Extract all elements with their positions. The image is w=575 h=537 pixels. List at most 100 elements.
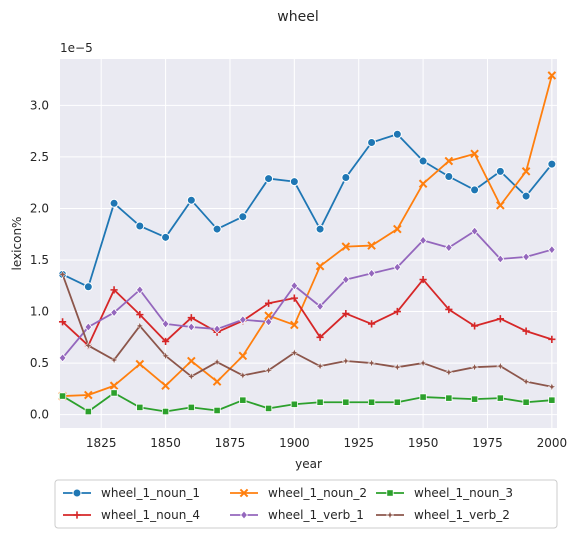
data-point	[496, 315, 504, 323]
legend-marker	[386, 489, 394, 497]
y-tick-label: 0.0	[30, 408, 49, 422]
data-point	[548, 396, 556, 404]
data-point	[496, 201, 505, 210]
data-point	[393, 307, 401, 316]
data-point	[418, 358, 428, 368]
legend-item: wheel_1_noun_1	[63, 486, 200, 500]
data-point	[547, 159, 557, 169]
series-line	[61, 278, 553, 347]
data-point	[315, 261, 325, 271]
data-point	[187, 314, 195, 322]
data-point	[522, 252, 531, 262]
series-line	[62, 392, 552, 413]
data-point	[109, 198, 119, 208]
x-tick-label: 1850	[150, 436, 181, 450]
series-wheel_1_verb_2	[58, 269, 557, 392]
data-point	[445, 394, 453, 402]
data-point	[419, 275, 427, 284]
y-axis-label: lexicon%	[10, 217, 24, 271]
data-point	[316, 301, 325, 311]
data-point	[341, 242, 351, 251]
data-point	[444, 243, 453, 253]
plot-area	[60, 59, 557, 428]
data-point	[444, 172, 454, 182]
data-point	[109, 355, 119, 365]
data-point	[341, 274, 350, 285]
legend-label: wheel_1_verb_2	[414, 508, 510, 522]
data-point	[110, 286, 118, 294]
data-point	[58, 269, 68, 279]
data-point	[342, 309, 350, 318]
series-line	[62, 133, 553, 288]
legend-item: wheel_1_verb_2	[376, 508, 510, 522]
x-tick-label: 1825	[86, 436, 117, 450]
data-point	[238, 351, 248, 361]
data-point	[110, 389, 118, 397]
data-point	[496, 254, 505, 264]
data-point	[444, 156, 454, 166]
x-axis-ticks: 1825 1850 1875 1900 1925 1950 1975 2000	[86, 436, 567, 450]
data-point	[290, 400, 298, 408]
data-point	[367, 137, 377, 147]
data-point	[495, 166, 505, 176]
data-point	[136, 311, 144, 319]
data-point	[315, 361, 325, 371]
legend-label: wheel_1_verb_1	[268, 508, 364, 522]
x-tick-label: 2000	[537, 436, 568, 450]
series-wheel_1_noun_3	[58, 389, 556, 416]
data-point	[393, 224, 402, 234]
chart-title: wheel	[277, 9, 318, 25]
data-point	[186, 371, 196, 381]
data-point	[367, 398, 376, 406]
data-point	[521, 191, 531, 201]
data-point	[83, 341, 93, 351]
data-point	[470, 226, 479, 236]
data-point	[213, 324, 222, 334]
data-point	[419, 235, 428, 246]
data-point	[264, 174, 274, 184]
data-point	[110, 307, 119, 318]
legend-marker	[240, 510, 248, 520]
series-wheel_1_verb_1	[58, 226, 556, 363]
data-point	[187, 322, 196, 332]
data-point	[392, 129, 402, 139]
data-point	[212, 357, 222, 367]
data-point	[264, 404, 273, 413]
series-line	[61, 274, 553, 388]
legend-marker	[72, 488, 82, 498]
data-point	[290, 320, 299, 330]
data-point	[135, 321, 145, 331]
data-point	[522, 327, 530, 335]
data-point	[161, 351, 171, 361]
data-point	[341, 356, 351, 366]
data-point	[315, 224, 325, 234]
data-point	[521, 377, 531, 387]
data-point	[161, 337, 170, 346]
y-tick-label: 3.0	[30, 98, 49, 112]
data-point	[547, 71, 557, 80]
data-point	[186, 195, 196, 205]
data-point	[187, 403, 195, 411]
data-point	[290, 294, 298, 302]
data-point	[444, 367, 454, 377]
data-point	[212, 377, 222, 386]
x-tick-label: 1950	[408, 436, 439, 450]
data-point	[445, 305, 453, 314]
data-point	[238, 370, 248, 380]
data-point	[495, 361, 505, 371]
legend: wheel_1_noun_1 wheel_1_noun_2 wheel_1_noun…	[54, 479, 558, 529]
data-point	[547, 245, 556, 255]
data-point	[135, 221, 145, 231]
legend-item: wheel_1_noun_2	[230, 486, 367, 500]
series-wheel_1_noun_4	[58, 275, 556, 350]
data-point	[419, 393, 427, 401]
data-point	[548, 335, 556, 343]
data-point	[238, 315, 247, 325]
series-layer	[58, 71, 557, 416]
data-point	[392, 362, 402, 372]
y-axis-scale-label: 1e−5	[60, 41, 93, 55]
x-tick-label: 1875	[215, 436, 246, 450]
data-point	[239, 396, 247, 404]
data-point	[521, 167, 531, 176]
